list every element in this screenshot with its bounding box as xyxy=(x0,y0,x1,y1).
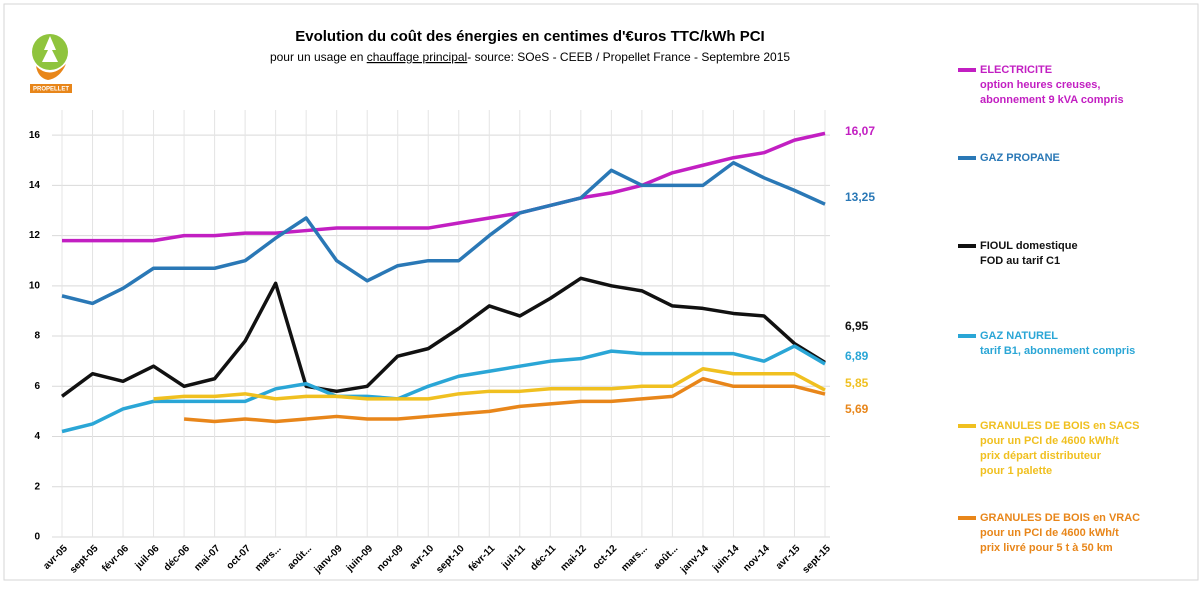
y-tick-label: 4 xyxy=(34,431,40,442)
y-tick-label: 12 xyxy=(29,230,41,241)
series-line xyxy=(60,276,826,398)
series-line xyxy=(61,344,826,434)
legend-note: prix départ distributeur xyxy=(980,450,1102,462)
legend-note: option heures creuses, xyxy=(980,79,1100,91)
series-line xyxy=(183,377,826,424)
legend-note: pour un PCI de 4600 kWh/t xyxy=(980,527,1119,539)
legend-note: tarif B1, abonnement compris xyxy=(980,345,1135,357)
logo: PROPELLET xyxy=(30,34,72,93)
end-label: 6,89 xyxy=(845,349,869,363)
subtitle-part: pour un usage en xyxy=(270,50,367,64)
y-tick-label: 2 xyxy=(34,481,40,492)
chart-subtitle: pour un usage en chauffage principal- so… xyxy=(270,50,790,64)
y-tick-label: 16 xyxy=(29,130,41,141)
end-label: 6,95 xyxy=(845,319,869,333)
logo-tree xyxy=(42,36,58,62)
logo-flame xyxy=(36,64,66,80)
y-tick-label: 10 xyxy=(29,280,41,291)
legend-note: abonnement 9 kVA compris xyxy=(980,94,1124,106)
legend-label: GAZ PROPANE xyxy=(980,152,1060,164)
end-label: 5,69 xyxy=(845,402,869,416)
legend-label: GRANULES DE BOIS en VRAC xyxy=(980,512,1140,524)
y-tick-label: 8 xyxy=(34,331,40,342)
legend-note: prix livré pour 5 t à 50 km xyxy=(980,542,1113,554)
y-tick-label: 6 xyxy=(34,381,40,392)
legend-label: GAZ NATUREL xyxy=(980,330,1058,342)
series-line xyxy=(61,160,826,306)
subtitle-part: chauffage principal xyxy=(367,50,468,64)
legend-label: GRANULES DE BOIS en SACS xyxy=(980,420,1140,432)
legend-note: FOD au tarif C1 xyxy=(980,255,1060,267)
subtitle-part: - source: SOeS - CEEB / Propellet France… xyxy=(467,50,790,64)
chart-frame xyxy=(3,3,1199,581)
y-tick-label: 14 xyxy=(29,180,41,191)
legend-note: pour un PCI de 4600 kWh/t xyxy=(980,435,1119,447)
legend-label: FIOUL domestique xyxy=(980,240,1078,252)
logo-band xyxy=(30,84,72,93)
chart-title: Evolution du coût des énergies en centim… xyxy=(295,28,764,45)
legend-label: ELECTRICITE xyxy=(980,64,1052,76)
end-label: 16,07 xyxy=(845,124,875,138)
series-line xyxy=(153,366,826,401)
y-tick-label: 0 xyxy=(34,532,40,543)
end-label: 5,85 xyxy=(845,376,869,390)
legend-note: pour 1 palette xyxy=(980,465,1052,477)
series-line xyxy=(62,131,826,243)
end-label: 13,25 xyxy=(845,190,875,204)
logo-text: PROPELLET xyxy=(33,87,69,93)
